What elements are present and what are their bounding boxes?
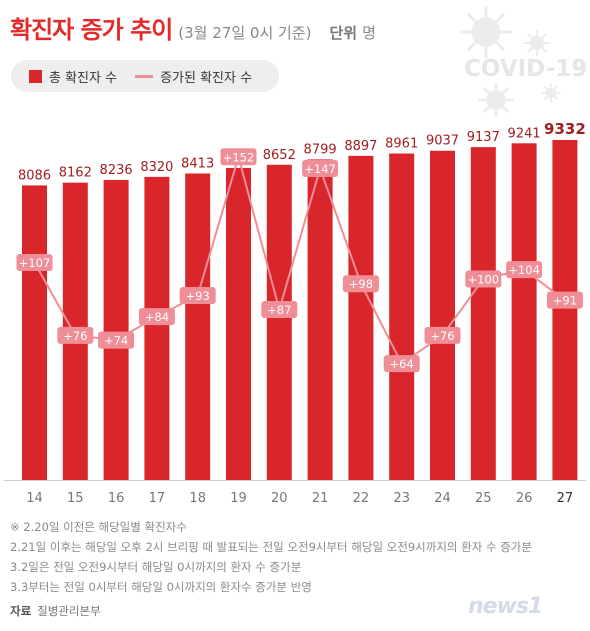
increase-label-box: [424, 326, 461, 344]
note-4: 3.3부터는 전일 0시부터 해당일 0시까지의 환자수 증가분 반영: [10, 580, 312, 594]
chart: 8086148162158236168320178413188565198652…: [4, 120, 586, 506]
increase-label-box: [220, 148, 257, 166]
legend-line-swatch: [135, 74, 154, 78]
bar: [185, 173, 211, 480]
increase-value-label: +98: [349, 277, 373, 291]
bar: [307, 159, 333, 481]
x-tick-label: 21: [312, 491, 329, 506]
increase-value-label: +104: [508, 263, 540, 277]
increase-label-box: [16, 254, 53, 272]
virus-icon: [541, 83, 561, 103]
notes: ※ 2.20일 이전은 해당일별 확진자수 2.21일 이후는 해당일 오후 2…: [10, 517, 532, 597]
increase-value-label: +87: [267, 303, 291, 317]
x-tick-label: 20: [271, 491, 288, 506]
legend-increase-label: 증가된 확진자 수: [160, 70, 253, 86]
x-tick-label: 14: [26, 491, 43, 506]
bar-value-label: 8162: [59, 166, 92, 181]
bar: [266, 164, 292, 480]
increase-value-label: +64: [390, 357, 414, 371]
x-tick-label: 27: [557, 491, 574, 506]
unit-value: 명: [362, 24, 376, 42]
bar: [389, 153, 415, 480]
bar-value-label: 8799: [304, 142, 337, 157]
increase-label-box: [383, 355, 420, 373]
increase-label-box: [98, 331, 135, 349]
header: 확진자 증가 추이 (3월 27일 0시 기준) 단위 명: [10, 10, 376, 45]
bar-value-label: 9332: [544, 120, 586, 138]
note-3: 3.2일은 전일 오전9시부터 해당일 0시까지의 환자 수 증가분: [10, 560, 302, 574]
increase-label-box: [261, 301, 298, 319]
bar-value-label: 9241: [508, 126, 541, 141]
news1-logo: news1: [468, 594, 543, 619]
virus-icon: [478, 82, 514, 118]
increase-value-label: +76: [430, 329, 454, 343]
increase-value-label: +91: [553, 294, 577, 308]
x-tick-label: 16: [108, 491, 125, 506]
chart-subtitle: (3월 27일 0시 기준): [178, 24, 312, 42]
increase-label-box: [302, 160, 339, 178]
unit-label: 단위: [329, 24, 358, 42]
bar-value-label: 8236: [100, 163, 133, 178]
bar-value-label: 8961: [385, 137, 418, 152]
bar: [511, 143, 537, 480]
bar: [22, 185, 47, 480]
virus-icon: [524, 30, 550, 56]
increase-label-box: [465, 270, 502, 288]
bar: [430, 150, 455, 480]
x-tick-label: 15: [67, 491, 84, 506]
legend-total-label: 총 확진자 수: [49, 70, 118, 86]
increase-value-label: +107: [19, 256, 51, 270]
increase-value-label: +74: [104, 334, 128, 348]
bar-value-label: 8652: [263, 148, 296, 163]
x-tick-label: 18: [189, 491, 206, 506]
bar-value-label: 8413: [181, 156, 214, 171]
increase-value-label: +84: [145, 310, 169, 324]
x-tick-label: 22: [353, 491, 370, 506]
bar: [552, 140, 578, 480]
x-tick-label: 23: [393, 491, 410, 506]
x-tick-label: 24: [434, 491, 451, 506]
watermark: COVID-19: [464, 56, 588, 82]
bar-value-label: 9137: [467, 130, 500, 145]
bar: [470, 147, 496, 480]
bar-value-label: 8320: [140, 160, 173, 175]
bar-value-label: 8897: [344, 139, 377, 154]
bar: [348, 155, 374, 480]
legend: 총 확진자 수 증가된 확진자 수: [11, 60, 279, 92]
source-value: 질병관리본부: [37, 604, 101, 618]
bar: [144, 176, 170, 481]
x-tick-label: 17: [149, 491, 166, 506]
bar-value-label: 9037: [426, 134, 459, 149]
bar: [226, 167, 251, 480]
increase-label-box: [179, 286, 216, 304]
increase-value-label: +100: [468, 273, 500, 287]
note-2: 2.21일 이후는 해당일 오후 2시 브리핑 때 발표되는 전일 오전9시부터…: [10, 540, 532, 554]
note-1: ※ 2.20일 이전은 해당일별 확진자수: [10, 520, 187, 534]
increase-value-label: +93: [186, 289, 210, 303]
increase-value-label: +147: [304, 162, 336, 176]
chart-title: 확진자 증가 추이: [10, 16, 173, 44]
increase-label-box: [57, 326, 94, 344]
x-tick-label: 26: [516, 491, 533, 506]
virus-icon: [460, 6, 512, 58]
bar-value-label: 8086: [18, 168, 51, 183]
increase-label-box: [138, 308, 175, 326]
source-label: 자료: [10, 604, 32, 618]
increase-value-label: +76: [63, 329, 87, 343]
legend-bar-swatch: [29, 69, 42, 83]
increase-label-box: [546, 291, 583, 309]
increase-label-box: [506, 261, 543, 279]
x-tick-label: 25: [475, 491, 492, 506]
source: 자료 질병관리본부: [10, 603, 101, 619]
increase-label-box: [342, 275, 379, 293]
x-tick-label: 19: [230, 491, 247, 506]
increase-value-label: +152: [223, 150, 255, 164]
bar: [103, 179, 129, 481]
